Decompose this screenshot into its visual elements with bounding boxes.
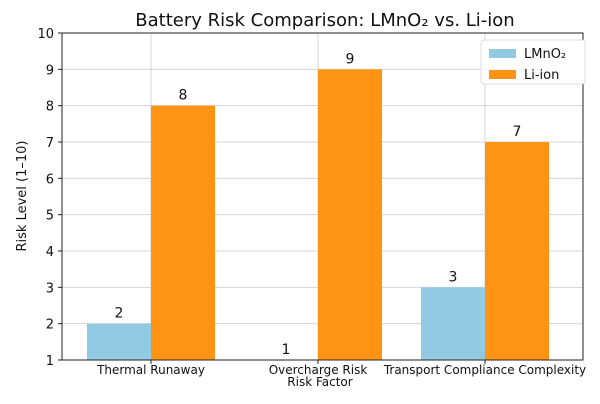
- y-tick-label: 9: [46, 63, 54, 78]
- data-label: 7: [513, 124, 522, 140]
- legend: LMnO₂ Li-ion: [480, 39, 586, 85]
- data-label: 9: [346, 51, 355, 67]
- data-label: 1: [282, 342, 291, 358]
- y-tick-label: 6: [46, 172, 54, 187]
- y-axis-label: Risk Level (1–10): [15, 141, 30, 252]
- bar-li-ion: [318, 69, 382, 360]
- y-tick-label: 2: [46, 318, 54, 333]
- y-tick-label: 7: [46, 136, 54, 151]
- legend-swatch: [489, 70, 516, 79]
- y-tick-label: 8: [46, 100, 54, 115]
- bars: 2 1 3 8 9 7: [87, 51, 549, 361]
- legend-swatch: [489, 49, 516, 58]
- bar-li-ion: [485, 142, 549, 360]
- plot-frame: [61, 32, 584, 361]
- y-tick-label: 3: [46, 281, 54, 296]
- y-tick-label: 10: [37, 27, 54, 42]
- bar-li-ion: [151, 105, 215, 361]
- legend-label: Li-ion: [524, 68, 559, 83]
- x-tick-label: Thermal Runaway: [96, 363, 205, 377]
- x-tick-label: Transport Compliance Complexity: [383, 363, 586, 377]
- data-label: 8: [179, 88, 188, 104]
- legend-label: LMnO₂: [524, 47, 566, 62]
- chart-title: Battery Risk Comparison: LMnO₂ vs. Li-io…: [135, 10, 514, 31]
- axes: 1 2 3 4 5 6 7 8 9 10 Thermal Runaway Overcharge Ris…: [37, 27, 586, 377]
- y-tick-label: 5: [46, 209, 54, 224]
- data-label: 3: [449, 269, 458, 285]
- y-tick-label: 4: [46, 245, 54, 260]
- x-axis-label: Risk Factor: [287, 375, 352, 389]
- data-label: 2: [115, 306, 124, 322]
- x-tick-label: Overcharge Risk: [269, 363, 368, 377]
- bar-lmno2: [421, 287, 485, 360]
- y-tick-label: 1: [46, 354, 54, 369]
- bar-lmno2: [87, 323, 151, 360]
